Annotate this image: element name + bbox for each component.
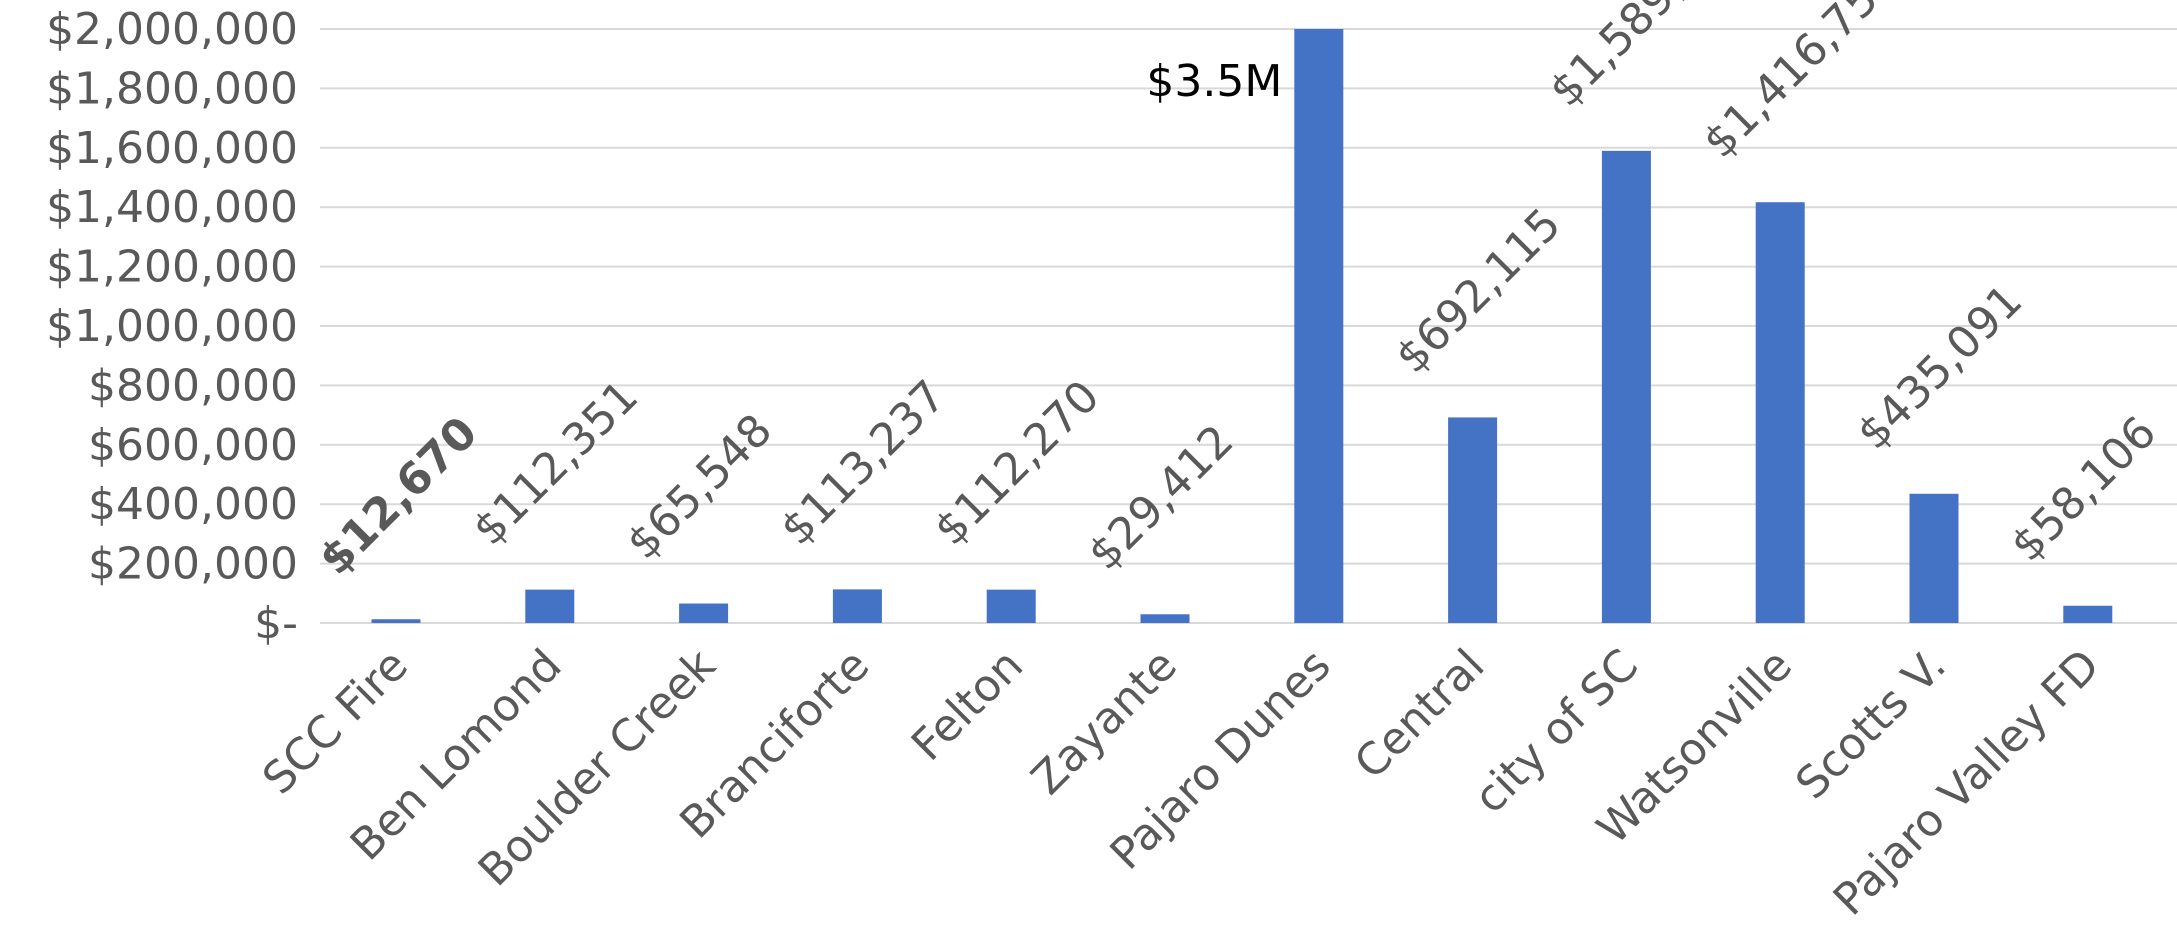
bars [371,29,2113,623]
y-tick-label: $200,000 [88,539,298,590]
bar [986,589,1036,623]
bar [1909,493,1959,623]
data-label: $12,670 [310,407,488,585]
y-tick-label: $1,200,000 [46,242,298,293]
y-tick-label: $800,000 [88,360,298,411]
bar [1601,150,1651,623]
data-label: $112,270 [925,371,1110,556]
y-tick-label: $1,400,000 [46,182,298,233]
data-label: $435,091 [1848,275,2033,460]
x-tick-label: Central [1345,640,1494,789]
bar [1294,29,1344,623]
y-tick-label: $- [254,598,298,649]
bar [679,603,729,623]
bar [1448,417,1498,623]
bar [832,589,882,623]
data-label: $1,589,8 [1540,0,1715,117]
data-label: $112,351 [464,371,649,556]
y-tick-label: $1,000,000 [46,301,298,352]
bar [2063,605,2113,623]
labels: $- $200,000 $400,000 $600,000 $800,000 $1,000… [46,0,2166,925]
data-label: $29,412 [1079,415,1244,580]
data-label: $1,416,75 [1694,0,1888,168]
bar [1755,202,1805,623]
y-tick-label: $1,800,000 [46,63,298,114]
x-tick-label: Felton [902,640,1033,771]
data-label: $113,237 [771,371,956,556]
y-tick-label: $1,600,000 [46,123,298,174]
bar [371,619,421,623]
data-label: $58,106 [2002,407,2167,572]
data-label: $3.5M [1146,56,1282,107]
x-tick-label: Pajaro Valley FD [1824,640,2110,926]
bar [525,589,575,623]
x-tick-label: SCC Fire [253,640,418,805]
y-tick-label: $400,000 [88,479,298,530]
x-tick-label: Zayante [1022,640,1187,805]
grid [320,28,2177,624]
y-tick-label: $2,000,000 [46,4,298,55]
bar [1140,614,1190,623]
y-tick-label: $600,000 [88,420,298,471]
data-label: $65,548 [617,405,782,570]
data-label: $692,115 [1386,199,1571,384]
